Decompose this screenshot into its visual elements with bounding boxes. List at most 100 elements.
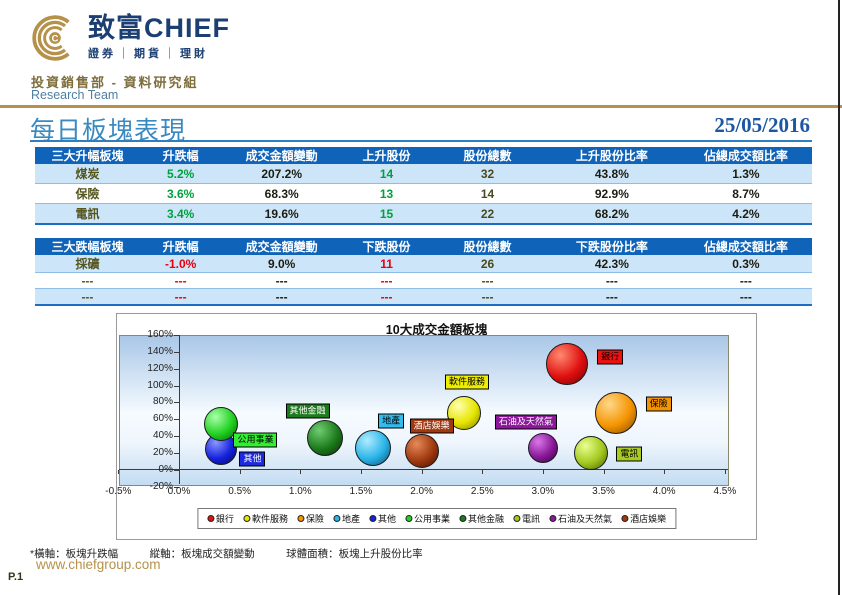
y-tick-label: 140%: [147, 345, 173, 357]
y-tick: [174, 351, 179, 353]
legend-dot: [459, 515, 467, 522]
table-cell: 11: [341, 255, 432, 273]
bubble-hotels: [404, 434, 439, 469]
x-tick-label: 2.5%: [470, 486, 494, 497]
y-tick: [174, 402, 179, 404]
legend-label: 銀行: [215, 514, 234, 524]
y-tick: [174, 368, 179, 370]
table-cell: ---: [221, 288, 342, 306]
table-cell: 68.3%: [221, 183, 342, 204]
bubble-label-telecom: 電訊: [616, 446, 643, 462]
column-header: 佔總成交額比率: [679, 147, 812, 164]
table-cell: 電訊: [35, 203, 140, 225]
table-cell: 15: [341, 203, 432, 225]
y-tick-label: 20%: [152, 447, 173, 459]
tagline-separator: ｜: [164, 48, 178, 60]
y-tick: [174, 453, 179, 455]
bubble-label-property: 地產: [378, 413, 405, 429]
table-header-row: 三大升幅板塊 升跌幅 成交金額變動 上升股份 股份總數 上升股份比率 佔總成交額比率: [35, 147, 812, 164]
column-header: 佔總成交額比率: [679, 238, 812, 255]
legend-label: 地產: [341, 514, 360, 524]
table-cell: 3.6%: [139, 183, 222, 204]
bubble-telecom: [574, 436, 609, 471]
legend-label: 酒店娛樂: [630, 514, 667, 524]
table-row: 煤炭 5.2% 207.2% 14 32 43.8% 1.3%: [35, 164, 812, 184]
table-header-row: 三大跌幅板塊 升跌幅 成交金額變動 下跌股份 股份總數 下跌股份比率 佔總成交額比率: [35, 238, 812, 255]
chief-logo: C 致富CHIEF 證券｜期貨｜理財: [30, 13, 230, 63]
legend-dot: [621, 515, 629, 522]
legend-item-software: 軟件服務: [242, 512, 288, 525]
x-tick-label: 4.5%: [713, 486, 737, 497]
column-header: 成交金額變動: [221, 238, 342, 255]
y-tick: [174, 486, 179, 488]
logo-wordmark: 致富CHIEF: [88, 13, 230, 43]
y-tick-label: -20%: [149, 480, 173, 492]
top-losers-table: 三大跌幅板塊 升跌幅 成交金額變動 下跌股份 股份總數 下跌股份比率 佔總成交額比率 採礦 -1…: [35, 238, 812, 306]
tagline-part: 證券: [88, 48, 116, 60]
legend-dot: [549, 515, 557, 522]
column-header: 上升股份: [341, 147, 432, 164]
table-cell: 19.6%: [221, 203, 342, 225]
table-cell: ---: [341, 288, 432, 306]
table-cell: ---: [35, 288, 140, 306]
bubble-label-bank: 銀行: [597, 349, 624, 365]
legend-label: 公用事業: [414, 514, 451, 524]
x-tick-label: 1.5%: [349, 486, 373, 497]
legend-dot: [405, 515, 412, 522]
table-cell: 8.7%: [679, 183, 812, 204]
x-tick-label: 4.0%: [652, 486, 676, 497]
table-cell: 207.2%: [221, 164, 342, 184]
y-tick: [174, 419, 179, 421]
y-tick-label: 100%: [147, 379, 173, 391]
x-tick-label: 3.0%: [531, 486, 555, 497]
research-team-label: Research Team: [31, 88, 119, 102]
table-cell: ---: [431, 288, 544, 306]
table-cell: 0.3%: [679, 255, 812, 273]
column-header: 下跌股份: [341, 238, 432, 255]
bubble-property: [355, 430, 392, 467]
bubble-label-software: 軟件服務: [445, 374, 490, 390]
x-tick: [179, 470, 180, 474]
legend-dot: [332, 515, 340, 522]
x-tick: [300, 470, 302, 474]
table-cell: -1.0%: [139, 255, 222, 273]
column-header: 下跌股份比率: [543, 238, 680, 255]
table-cell: ---: [431, 272, 544, 289]
table-cell: 22: [431, 203, 544, 225]
x-tick: [118, 470, 120, 474]
bubble-utilities: [204, 407, 239, 442]
legend-item-oil-gas: 石油及天然氣: [549, 512, 612, 525]
table-cell: 32: [431, 164, 544, 184]
y-tick-label: 120%: [147, 362, 173, 374]
bubble-label-others: 其他: [239, 451, 266, 467]
table-cell: 採礦: [35, 255, 140, 273]
table-cell: 14: [431, 183, 544, 204]
x-tick-label: -0.5%: [105, 486, 132, 497]
website-link[interactable]: www.chiefgroup.com: [36, 557, 161, 572]
bubble-label-insurance: 保險: [645, 396, 672, 412]
table-row: 保險 3.6% 68.3% 13 14 92.9% 8.7%: [35, 183, 812, 204]
column-header: 成交金額變動: [221, 147, 342, 164]
table-cell: ---: [35, 272, 140, 289]
bubble-software: [447, 396, 482, 431]
logo-en: CHIEF: [144, 13, 230, 43]
bubble-other-financials: [306, 419, 343, 456]
legend-label: 軟件服務: [251, 514, 288, 524]
table-cell: 5.2%: [139, 164, 222, 184]
table-row: --- --- --- --- --- --- ---: [35, 272, 812, 289]
svg-text:C: C: [52, 33, 59, 43]
logo-text-block: 致富CHIEF 證券｜期貨｜理財: [88, 13, 230, 61]
table-cell: ---: [679, 288, 812, 306]
tagline-separator: ｜: [118, 48, 132, 60]
column-header: 股份總數: [431, 238, 544, 255]
legend-dot: [296, 515, 304, 522]
legend-label: 其他金融: [468, 514, 505, 524]
chart-footnote: *橫軸：板塊升跌幅 縱軸：板塊成交額變動 球體面積：板塊上升股份比率: [30, 548, 423, 560]
x-tick-label: 3.5%: [592, 486, 615, 497]
page-right-border: [838, 0, 840, 595]
column-header: 升跌幅: [139, 238, 222, 255]
x-tick-label: 0.0%: [167, 486, 191, 497]
x-tick: [542, 470, 544, 474]
bubble-label-oil-gas: 石油及天然氣: [494, 414, 557, 430]
